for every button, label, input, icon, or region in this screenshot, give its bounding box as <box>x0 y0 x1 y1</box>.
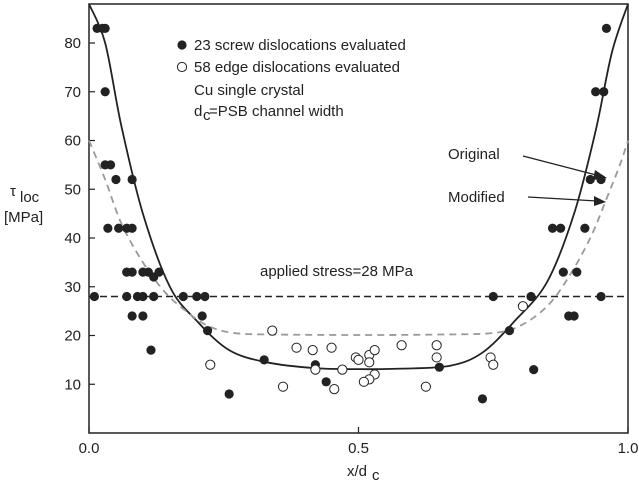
edge-point <box>431 352 442 363</box>
edge-point <box>431 340 442 351</box>
screw-point <box>197 311 207 321</box>
y-label-unit: [MPa] <box>4 209 43 226</box>
edge-point <box>291 342 302 353</box>
screw-point <box>100 87 110 97</box>
edge-point <box>364 357 375 368</box>
edge-point <box>307 345 318 356</box>
screw-point <box>477 394 488 404</box>
y-tick-label: 40 <box>64 230 81 247</box>
screw-point <box>127 311 137 321</box>
screw-point <box>103 223 113 233</box>
y-tick-label: 60 <box>64 133 81 150</box>
screw-point <box>146 345 156 355</box>
screw-point <box>192 291 202 302</box>
y-label-main: τ <box>10 183 16 200</box>
y-tick-label: 10 <box>64 376 81 393</box>
edge-point <box>517 301 528 312</box>
edge-point <box>277 381 289 392</box>
arrow-modified-shaft <box>527 196 598 202</box>
note-dc-rest: =PSB channel width <box>209 103 344 120</box>
screw-point <box>558 267 568 277</box>
screw-point <box>547 223 558 233</box>
arrow-modified-head <box>594 196 606 206</box>
legend-edge-label: 58 edge dislocations evaluated <box>194 59 400 76</box>
screw-point <box>488 291 498 302</box>
screw-point <box>556 223 566 233</box>
screw-point <box>591 87 601 97</box>
screw-point <box>200 291 210 302</box>
screw-point <box>321 377 331 387</box>
screw-point <box>138 311 148 321</box>
edge-point <box>337 364 348 375</box>
screw-point <box>178 291 188 302</box>
edge-point <box>310 364 321 375</box>
modified-curve <box>88 140 629 336</box>
note-dc-sub: c <box>203 107 211 124</box>
x-label-sub: c <box>372 467 380 483</box>
screw-point <box>569 311 579 321</box>
edge-point <box>353 354 364 365</box>
screw-point <box>434 362 444 372</box>
screw-point <box>601 23 612 33</box>
edge-point <box>420 381 431 392</box>
screw-point <box>224 389 234 399</box>
screw-point <box>149 291 159 302</box>
legend-edge-marker <box>176 61 188 73</box>
edge-point <box>358 376 369 387</box>
screw-point <box>127 267 137 277</box>
y-tick-label: 30 <box>64 279 81 296</box>
arrow-original-head <box>593 170 607 180</box>
label-original: Original <box>448 146 500 163</box>
label-modified: Modified <box>448 189 505 206</box>
arrow-original-shaft <box>522 155 601 177</box>
screw-point <box>127 223 137 233</box>
y-tick-label: 50 <box>64 181 81 198</box>
screw-point <box>572 267 582 277</box>
screw-point <box>529 365 539 375</box>
screw-point <box>599 87 609 97</box>
x-tick-label: 0.0 <box>79 440 100 457</box>
x-label-main: x/d <box>347 463 367 480</box>
edge-point <box>396 340 407 351</box>
screw-point <box>100 23 110 33</box>
screw-point <box>259 355 269 365</box>
screw-point <box>127 174 137 185</box>
label-applied-stress: applied stress=28 MPa <box>260 263 414 280</box>
screw-point <box>596 291 606 302</box>
screw-point <box>202 326 213 336</box>
screw-point <box>89 291 99 302</box>
edge-point <box>267 325 278 336</box>
edge-point <box>488 359 499 370</box>
screw-point <box>154 267 164 277</box>
edge-point <box>205 359 216 370</box>
screw-point <box>138 291 148 302</box>
y-tick-label: 80 <box>64 35 81 52</box>
note-dc-main: d <box>194 103 202 120</box>
screw-point <box>105 160 116 170</box>
y-tick-label: 70 <box>64 84 81 101</box>
legend-screw-label: 23 screw dislocations evaluated <box>194 37 406 54</box>
screw-point <box>526 291 536 302</box>
legend-screw-marker <box>177 40 187 50</box>
original-curve <box>88 3 629 371</box>
note-crystal: Cu single crystal <box>194 82 304 99</box>
edge-point <box>369 345 380 356</box>
y-label-sub: loc <box>20 189 40 206</box>
screw-point <box>111 174 121 185</box>
screw-point <box>504 326 515 336</box>
y-tick-label: 20 <box>64 328 81 345</box>
x-tick-label: 1.0 <box>618 440 639 457</box>
screw-point <box>122 291 132 302</box>
screw-point <box>585 174 595 185</box>
screw-point <box>114 223 124 233</box>
edge-point <box>329 384 340 395</box>
edge-point <box>326 342 337 353</box>
x-tick-label: 0.5 <box>348 440 369 457</box>
screw-point <box>580 223 590 233</box>
